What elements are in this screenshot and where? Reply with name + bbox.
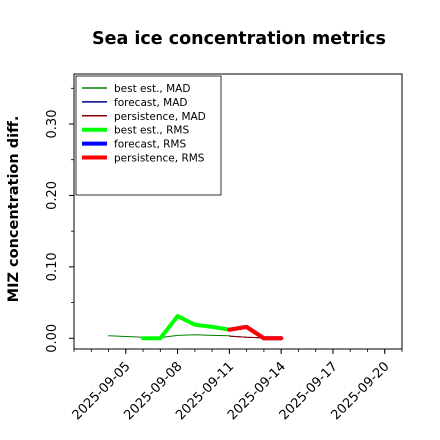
y-axis: 0.00 0.10 0.20 0.30 bbox=[45, 87, 74, 353]
legend-label: best est., MAD bbox=[114, 83, 190, 95]
chart-title: Sea ice concentration metrics bbox=[92, 29, 386, 49]
legend-label: best est., RMS bbox=[114, 125, 189, 137]
series-line-1 bbox=[108, 334, 230, 339]
y-tick-label: 0.00 bbox=[45, 324, 60, 353]
y-tick-label: 0.30 bbox=[45, 110, 60, 139]
plot-lines bbox=[108, 314, 284, 341]
legend-label: forecast, MAD bbox=[114, 97, 187, 109]
legend: best est., MAD forecast, MAD persistence, … bbox=[75, 75, 222, 196]
legend-box bbox=[75, 75, 222, 196]
legend-label: persistence, RMS bbox=[114, 153, 205, 165]
plot-frame bbox=[73, 73, 403, 350]
y-axis-label: MIZ concentration diff. bbox=[6, 116, 22, 303]
y-tick-label: 0.20 bbox=[45, 181, 60, 210]
series-line-4 bbox=[141, 314, 232, 341]
series-line-6 bbox=[227, 324, 284, 341]
legend-label: forecast, RMS bbox=[114, 139, 186, 151]
y-tick-label: 0.10 bbox=[45, 252, 60, 281]
x-axis: 2025-09-052025-09-082025-09-112025-09-14… bbox=[70, 349, 403, 423]
legend-label: persistence, MAD bbox=[114, 111, 206, 123]
